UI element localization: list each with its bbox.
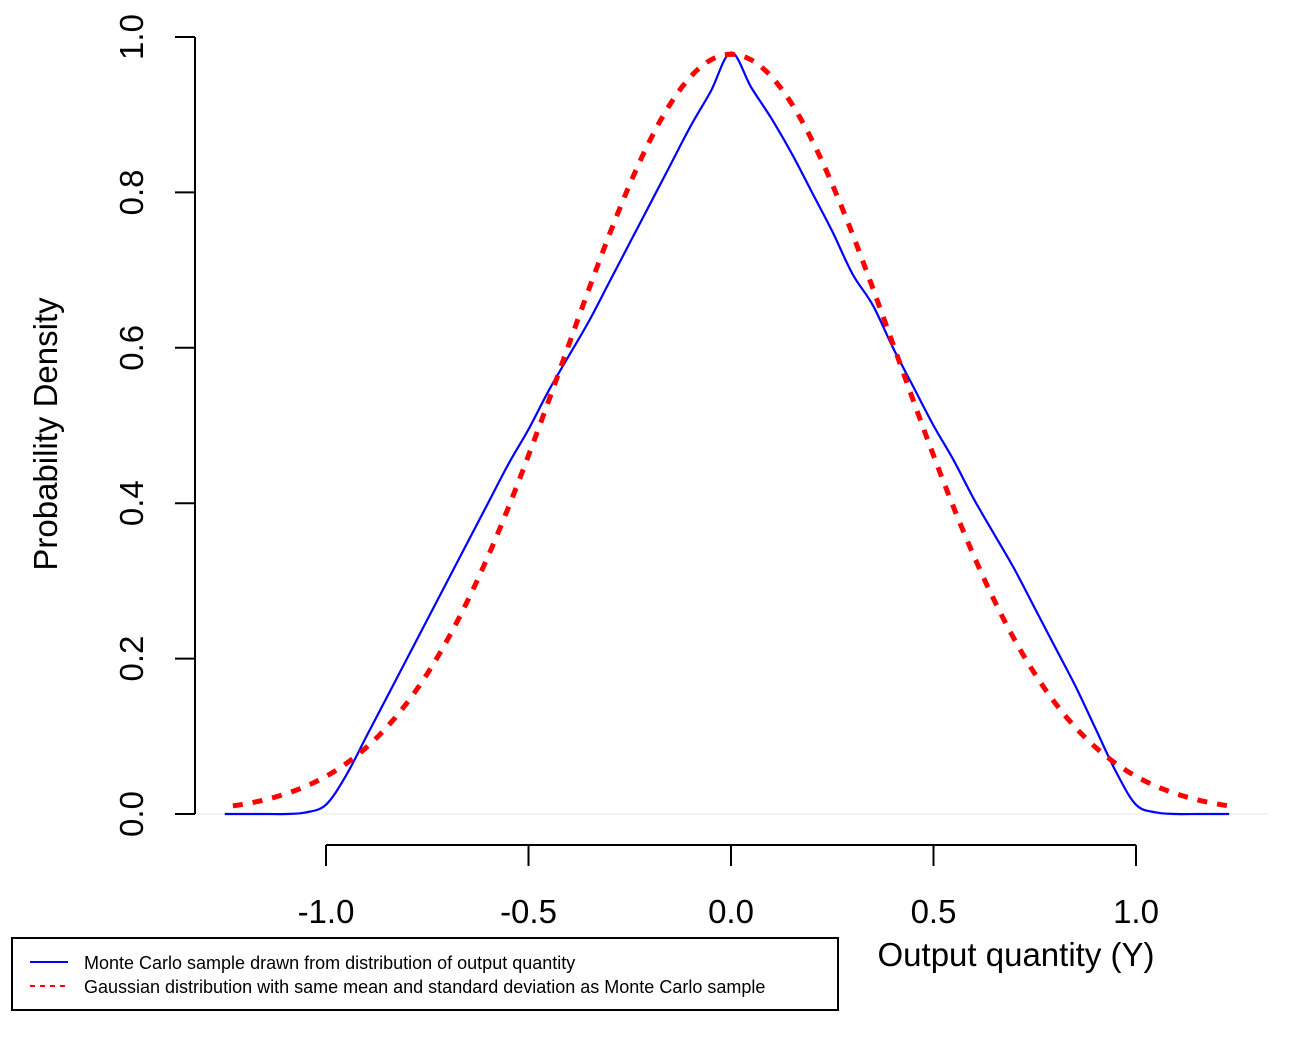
x-tick-label: 0.5 <box>911 893 957 930</box>
y-tick-label: 1.0 <box>113 14 150 60</box>
x-tick-label: 0.0 <box>708 893 754 930</box>
x-tick-label: -1.0 <box>298 893 355 930</box>
legend-label-monte-carlo: Monte Carlo sample drawn from distributi… <box>84 953 575 973</box>
y-tick-label: 0.0 <box>113 791 150 837</box>
series-gaussian <box>232 51 1230 809</box>
x-tick-label: 1.0 <box>1113 893 1159 930</box>
x-tick-label: -0.5 <box>500 893 557 930</box>
legend: Monte Carlo sample drawn from distributi… <box>11 937 839 1011</box>
legend-label-gaussian: Gaussian distribution with same mean and… <box>84 977 765 997</box>
series-lines <box>224 51 1230 816</box>
y-tick-label: 0.2 <box>113 636 150 682</box>
x-axis-label: Output quantity (Y) <box>878 936 1155 973</box>
y-axis-label: Probability Density <box>27 297 64 571</box>
y-tick-label: 0.4 <box>113 480 150 526</box>
series-monte-carlo <box>224 51 1230 816</box>
x-axis: -1.0 -0.5 0.0 0.5 1.0 <box>298 844 1159 930</box>
y-tick-label: 0.6 <box>113 325 150 371</box>
legend-box <box>11 937 839 1011</box>
y-tick-label: 0.8 <box>113 169 150 215</box>
y-axis: 0.0 0.2 0.4 0.6 0.8 1.0 <box>113 14 196 837</box>
